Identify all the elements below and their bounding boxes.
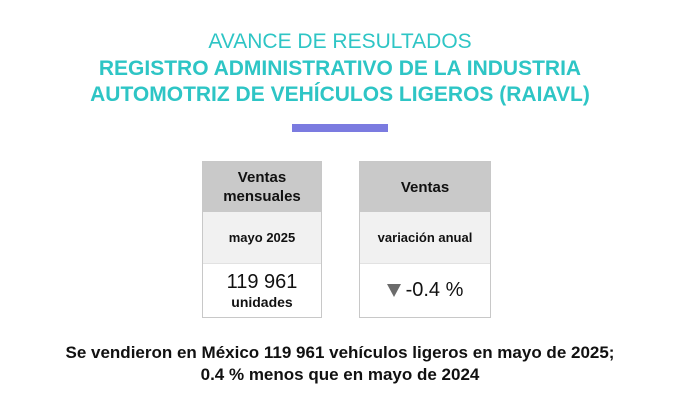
summary-text: Se vendieron en México 119 961 vehículos… bbox=[0, 342, 680, 386]
down-triangle-icon bbox=[386, 284, 401, 297]
annual-variation-card-header: Ventas bbox=[360, 162, 490, 212]
monthly-sales-header-line1: Ventas bbox=[237, 169, 287, 186]
monthly-sales-card: Ventas mensuales mayo 2025 119 961 unida… bbox=[202, 161, 322, 318]
annual-variation-value-box: -0.4 % bbox=[360, 264, 490, 317]
summary-line1: Se vendieron en México 119 961 vehículos… bbox=[65, 343, 615, 362]
report-subtitle: AVANCE DE RESULTADOS bbox=[208, 30, 472, 53]
report-title-line2: AUTOMOTRIZ DE VEHÍCULOS LIGEROS (RAIAVL) bbox=[90, 83, 590, 106]
monthly-sales-card-header: Ventas mensuales bbox=[203, 162, 321, 212]
accent-bar bbox=[292, 124, 388, 132]
monthly-sales-unit: unidades bbox=[231, 293, 293, 310]
monthly-sales-value-box: 119 961 unidades bbox=[203, 264, 321, 317]
report-title-line1: REGISTRO ADMINISTRATIVO DE LA INDUSTRIA bbox=[98, 57, 582, 80]
report-title: REGISTRO ADMINISTRATIVO DE LA INDUSTRIA … bbox=[0, 56, 680, 108]
annual-variation-period: variación anual bbox=[360, 212, 490, 264]
annual-variation-value: -0.4 % bbox=[405, 279, 464, 301]
annual-variation-card: Ventas variación anual -0.4 % bbox=[359, 161, 491, 318]
summary-line2: 0.4 % menos que en mayo de 2024 bbox=[200, 365, 480, 384]
monthly-sales-period: mayo 2025 bbox=[203, 212, 321, 264]
annual-variation-row: -0.4 % bbox=[386, 279, 464, 302]
monthly-sales-value: 119 961 bbox=[226, 270, 298, 293]
monthly-sales-header-line2: mensuales bbox=[223, 188, 301, 205]
